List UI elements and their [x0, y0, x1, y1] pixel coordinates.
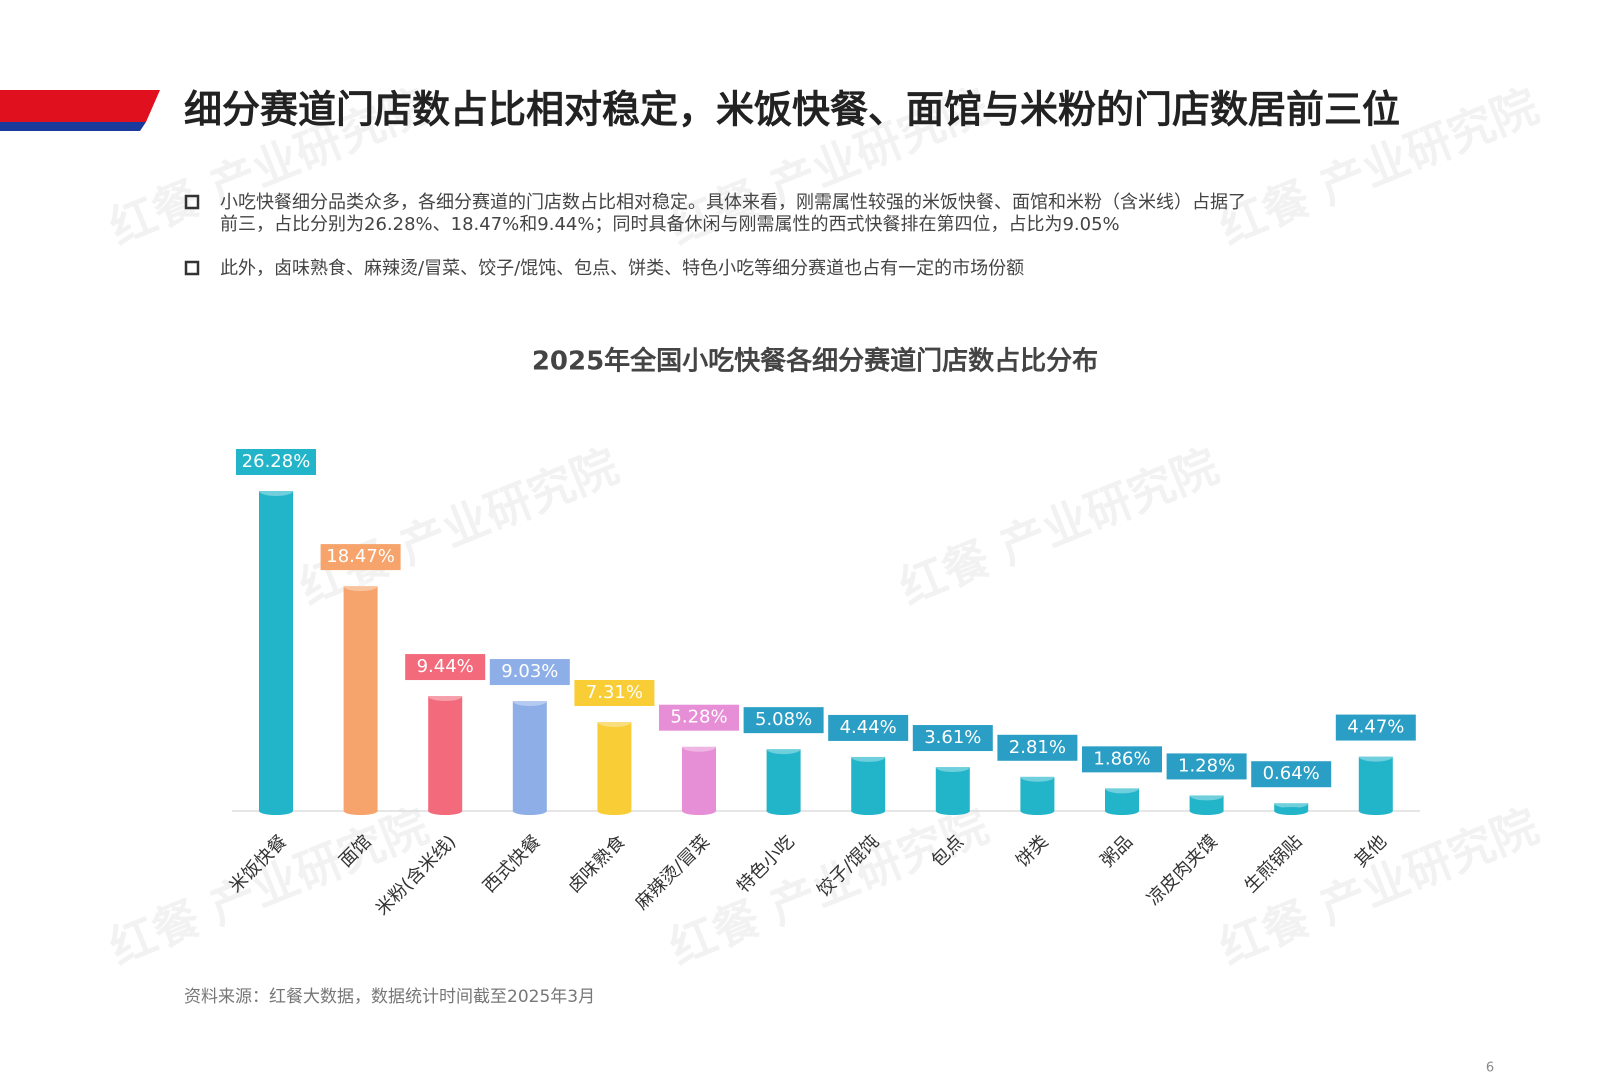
bar-bottom: [343, 807, 378, 815]
bar-bottom: [766, 807, 801, 815]
watermark: 红餐 产业研究院: [292, 438, 626, 615]
value-label-bg: [1251, 761, 1332, 788]
value-label-bg: [489, 659, 570, 686]
bar-bottom: [1189, 807, 1224, 815]
bar-cap: [1189, 790, 1224, 801]
bar: [428, 696, 463, 811]
bar-cap: [428, 691, 463, 702]
accent-bar-blue: [0, 122, 146, 131]
x-tick-label: 生煎锅贴: [1241, 831, 1307, 897]
bar-bottom: [1274, 807, 1309, 815]
bar: [1020, 776, 1055, 811]
bar-cap: [1274, 798, 1309, 809]
source: 资料来源：红餐大数据，数据统计时间截至2025年3月: [184, 987, 595, 1007]
bar: [597, 721, 632, 811]
bar: [512, 701, 547, 811]
bar-bottom: [935, 807, 970, 815]
chart-title: 2025年全国小吃快餐各细分赛道门店数占比分布: [532, 346, 1098, 377]
bullet-icon: [184, 194, 200, 210]
bar-cap: [597, 716, 632, 727]
bar-cap: [1105, 783, 1139, 794]
bar: [1105, 788, 1139, 811]
bar-bottom: [682, 807, 716, 815]
bar-cap: [343, 581, 378, 592]
accent-bar: [0, 90, 160, 122]
x-tick-label: 凉皮肉夹馍: [1143, 831, 1221, 909]
bar-bottom: [1358, 807, 1393, 815]
bar: [851, 756, 886, 811]
value-label-bg: [405, 654, 486, 681]
value-label-bg: [1082, 746, 1162, 773]
value-label: 1.86%: [1093, 748, 1150, 769]
value-label: 0.64%: [1263, 763, 1320, 784]
bar-bottom: [851, 807, 886, 815]
value-label-bg: [659, 704, 739, 731]
bullet-text: 此外，卤味熟食、麻辣烫/冒菜、饺子/馄饨、包点、饼类、特色小吃等细分赛道也占有一…: [220, 258, 1024, 279]
value-label: 5.08%: [755, 709, 812, 730]
bar-bottom: [1020, 807, 1055, 815]
value-label: 1.28%: [1178, 755, 1235, 776]
bar-cap: [259, 486, 293, 496]
watermark: 红餐 产业研究院: [892, 438, 1226, 615]
bullet-icon: [184, 260, 200, 276]
value-label-bg: [997, 734, 1078, 761]
x-tick-label: 麻辣烫/冒菜: [631, 831, 714, 914]
bar-cap: [766, 744, 801, 755]
value-label-bg: [236, 449, 316, 475]
watermark: 红餐 产业研究院: [102, 798, 436, 975]
bar: [343, 586, 378, 811]
bar: [766, 749, 801, 811]
bar: [682, 746, 716, 811]
bullet-text: 小吃快餐细分品类众多，各细分赛道的门店数占比相对稳定。具体来看，刚需属性较强的米…: [220, 192, 1246, 213]
x-tick-label: 粥品: [1097, 831, 1137, 871]
value-label: 9.44%: [417, 656, 474, 677]
value-label: 2.81%: [1009, 737, 1066, 758]
bullet-text: 前三，占比分别为26.28%、18.47%和9.44%；同时具备休闲与刚需属性的…: [220, 214, 1120, 235]
bar-bottom: [512, 807, 547, 815]
bar-bottom: [259, 807, 293, 815]
bar-cap: [935, 762, 970, 773]
bar: [935, 767, 970, 811]
x-tick-label: 卤味熟食: [564, 831, 630, 897]
x-tick-label: 饼类: [1012, 831, 1052, 871]
value-label-bg: [574, 679, 655, 706]
bar: [1189, 795, 1224, 811]
value-label-bg: [912, 725, 993, 752]
bar: [1358, 756, 1393, 811]
bar-cap: [1020, 771, 1055, 782]
value-label: 7.31%: [586, 682, 643, 703]
bar: [259, 491, 293, 811]
value-label-bg: [1335, 714, 1416, 741]
bar-bottom: [597, 807, 632, 815]
value-label-bg: [828, 714, 909, 741]
value-label: 3.61%: [924, 727, 981, 748]
value-label-bg: [1166, 753, 1247, 780]
value-label-bg: [743, 707, 824, 734]
bar-bottom: [428, 807, 463, 815]
bar-bottom: [1105, 807, 1139, 815]
value-label-bg: [320, 544, 401, 571]
x-tick-label: 西式快餐: [479, 831, 545, 897]
value-label: 9.03%: [501, 661, 558, 682]
title: 细分赛道门店数占比相对稳定，米饭快餐、面馆与米粉的门店数居前三位: [184, 88, 1400, 132]
value-label: 4.44%: [840, 717, 897, 738]
page-number: 6: [1486, 1061, 1494, 1076]
bar-cap: [512, 696, 547, 707]
value-label: 5.28%: [670, 707, 727, 728]
bar-cap: [851, 751, 886, 762]
bar-cap: [1358, 751, 1393, 762]
value-label: 18.47%: [326, 546, 395, 567]
value-label: 26.28%: [242, 451, 311, 472]
value-label: 4.47%: [1347, 717, 1404, 738]
bar-cap: [682, 741, 716, 752]
